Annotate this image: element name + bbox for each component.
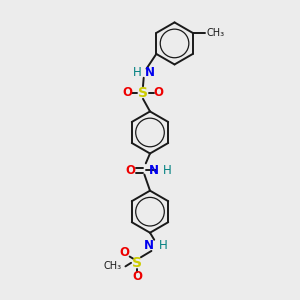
Text: N: N [144,239,154,252]
Text: O: O [120,246,130,259]
Text: H: H [163,164,171,177]
Text: N: N [145,66,155,80]
Text: S: S [132,256,142,270]
Text: O: O [125,164,135,177]
Text: CH₃: CH₃ [103,261,121,272]
Text: H: H [158,239,167,252]
Text: N: N [149,164,159,177]
Text: CH₃: CH₃ [207,28,225,38]
Text: O: O [123,86,133,99]
Text: S: S [138,85,148,100]
Text: H: H [133,66,142,80]
Text: O: O [153,86,164,99]
Text: O: O [132,270,142,284]
